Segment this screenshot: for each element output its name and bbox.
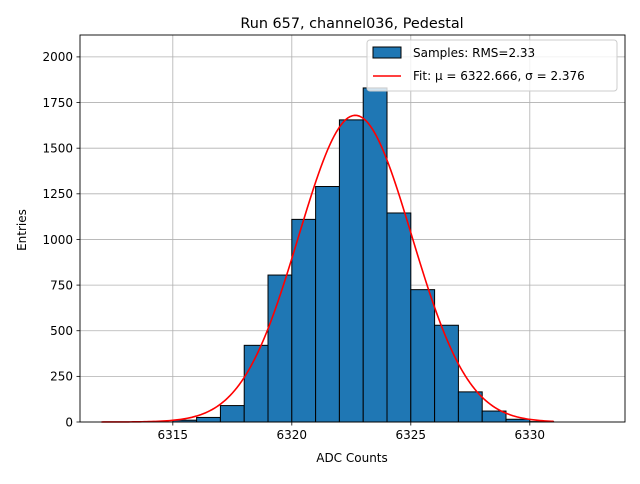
- histogram-bar: [316, 187, 340, 422]
- legend-fit-mu: μ = 6322.666: [435, 69, 518, 83]
- histogram-bar: [411, 290, 435, 422]
- y-tick-label: 2000: [42, 50, 73, 64]
- x-axis-label: ADC Counts: [316, 451, 388, 465]
- histogram-bar: [197, 417, 221, 422]
- x-tick-label: 6320: [277, 428, 308, 442]
- histogram-bar: [339, 120, 363, 422]
- histogram-bar: [363, 88, 387, 422]
- x-axis-ticks: 6315 6320 6325 6330: [158, 422, 546, 442]
- y-axis-label: Entries: [15, 209, 29, 251]
- histogram-bar: [482, 411, 506, 422]
- histogram-bar: [387, 213, 411, 422]
- legend-fit-prefix: Fit:: [413, 69, 435, 83]
- histogram-bar: [220, 406, 244, 422]
- legend-samples-swatch: [373, 47, 401, 58]
- y-tick-label: 500: [50, 324, 73, 338]
- histogram-bar: [458, 392, 482, 422]
- x-tick-label: 6315: [158, 428, 189, 442]
- x-tick-label: 6325: [396, 428, 427, 442]
- histogram-bars: [173, 88, 554, 422]
- legend-fit-sigma: σ = 2.376: [525, 69, 585, 83]
- y-tick-label: 1500: [42, 141, 73, 155]
- y-tick-label: 1750: [42, 96, 73, 110]
- legend-fit-separator: ,: [518, 69, 526, 83]
- chart-title: Run 657, channel036, Pedestal: [240, 16, 463, 32]
- legend: Samples: RMS=2.33 Fit: μ = 6322.666, σ =…: [367, 40, 617, 91]
- legend-samples-label: Samples: RMS=2.33: [413, 46, 535, 60]
- legend-fit-label: Fit: μ = 6322.666, σ = 2.376: [413, 69, 585, 83]
- histogram-bar: [292, 219, 316, 422]
- y-tick-label: 1000: [42, 233, 73, 247]
- y-axis-ticks: 0 250 500 750 1000 1250 1500 1750 2000: [42, 50, 80, 429]
- x-tick-label: 6330: [515, 428, 546, 442]
- y-tick-label: 250: [50, 370, 73, 384]
- y-tick-label: 750: [50, 278, 73, 292]
- y-tick-label: 1250: [42, 187, 73, 201]
- y-tick-label: 0: [65, 415, 73, 429]
